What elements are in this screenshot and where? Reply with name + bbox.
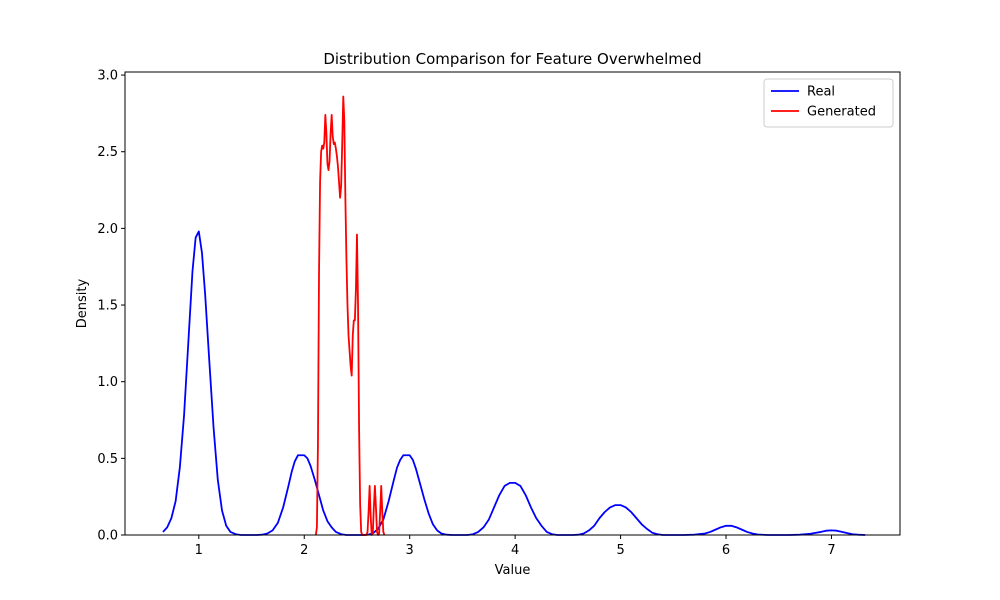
y-tick-label: 3.0	[97, 69, 118, 84]
x-tick-label: 6	[722, 543, 730, 558]
x-axis-label: Value	[495, 563, 531, 578]
legend-label: Generated	[807, 105, 876, 120]
x-tick-label: 5	[616, 543, 624, 558]
y-tick-label: 1.0	[97, 375, 118, 390]
x-tick-label: 4	[511, 543, 519, 558]
plot-frame	[124, 71, 901, 536]
legend-label: Real	[807, 85, 835, 100]
y-tick-label: 1.5	[97, 299, 118, 314]
chart-title: Distribution Comparison for Feature Over…	[323, 50, 701, 68]
x-tick-label: 3	[406, 543, 414, 558]
y-tick-label: 0.0	[97, 529, 118, 544]
series-line-generated	[314, 95, 386, 536]
x-tick-label: 7	[827, 543, 835, 558]
y-tick-label: 0.5	[97, 452, 118, 467]
legend: Real Generated	[763, 78, 894, 128]
x-axis-ticks: 1 2 3 4 5 6 7	[195, 535, 836, 558]
y-axis-ticks: 0.0 0.5 1.0 1.5 2.0 2.5 3.0	[97, 69, 125, 544]
y-tick-label: 2.0	[97, 222, 118, 237]
y-tick-label: 2.5	[97, 145, 118, 160]
y-axis-label: Density	[75, 278, 90, 328]
x-tick-label: 2	[300, 543, 308, 558]
x-tick-label: 1	[195, 543, 203, 558]
